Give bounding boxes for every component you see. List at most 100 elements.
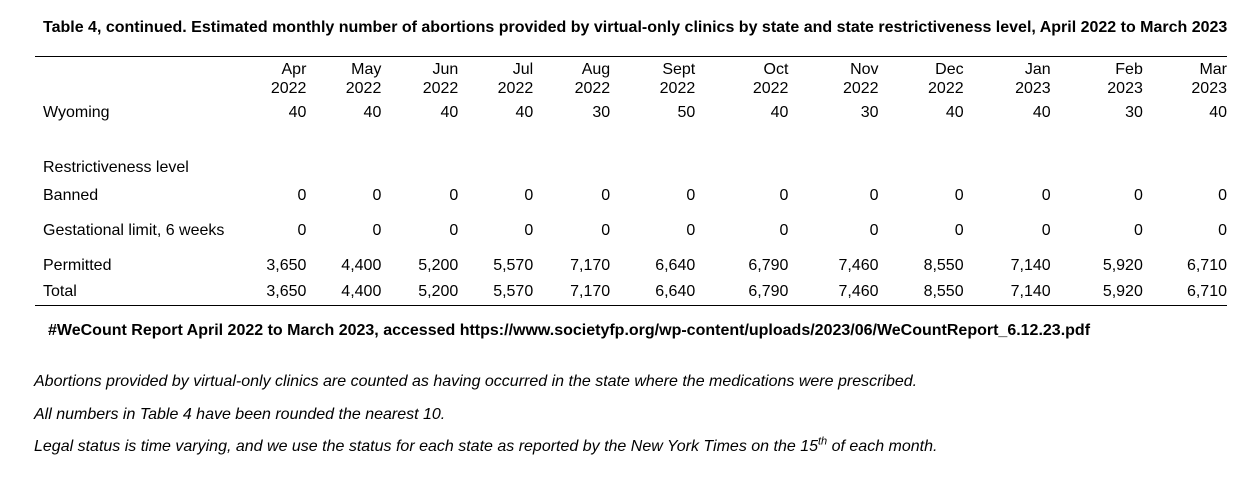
spacer-row — [35, 128, 1227, 152]
table-cell: 0 — [601, 221, 611, 239]
column-header: Jul 2022 — [458, 60, 534, 98]
column-year: 2023 — [1191, 80, 1227, 97]
section-row: Restrictiveness level — [35, 152, 1227, 183]
table-cell: 40 — [363, 104, 382, 121]
table-cell: 40 — [288, 104, 307, 121]
table-bottom-rule — [35, 305, 1227, 306]
table-cell: 6,790 — [748, 283, 789, 300]
column-month: Jun — [432, 61, 459, 78]
table-cell: 0 — [372, 221, 382, 239]
table-cell: 3,650 — [266, 256, 307, 274]
column-year: 2022 — [422, 80, 459, 97]
table-cell: 0 — [297, 186, 307, 204]
column-month: Nov — [850, 61, 879, 78]
column-month: Jul — [512, 61, 534, 78]
table-cell: 0 — [372, 186, 382, 204]
column-header: Feb 2023 — [1051, 60, 1143, 98]
header-blank — [35, 60, 238, 98]
table-row-wyoming: Wyoming 40 40 40 40 30 50 40 30 40 40 30 40 — [35, 98, 1227, 128]
table-cell: 5,200 — [418, 256, 459, 274]
table-cell: 3,650 — [266, 283, 307, 300]
column-year: 2022 — [574, 80, 611, 97]
table-cell: 5,920 — [1102, 283, 1143, 300]
table-cell: 0 — [449, 186, 459, 204]
table-row-gestational: Gestational limit, 6 weeks 0 0 0 0 0 0 0 0 0 0 0 0 — [35, 208, 1227, 253]
table-cell: 5,570 — [493, 256, 534, 274]
column-month: Jan — [1024, 61, 1051, 78]
table-cell: 30 — [1125, 104, 1143, 121]
table-cell: 40 — [1032, 104, 1051, 121]
table-cell: 0 — [869, 221, 879, 239]
column-month: Dec — [935, 61, 964, 78]
table-cell: 4,400 — [341, 283, 382, 300]
table-row-permitted: Permitted 3,650 4,400 5,200 5,570 7,170 6,640… — [35, 253, 1227, 278]
column-month: Feb — [1115, 61, 1143, 78]
row-label: Gestational limit, 6 weeks — [43, 222, 225, 239]
column-year: 2022 — [928, 80, 964, 97]
row-label: Total — [43, 283, 77, 300]
column-year: 2022 — [345, 80, 382, 97]
table-cell: 4,400 — [341, 256, 382, 274]
abortions-table: Apr 2022 May 2022 Jun 2022 Jul 2022 Aug 2022 Sept 2… — [35, 60, 1227, 306]
table-cell: 0 — [1041, 186, 1051, 204]
column-year: 2022 — [270, 80, 307, 97]
table-cell: 40 — [945, 104, 964, 121]
column-month: Sept — [662, 61, 696, 78]
column-header: Nov 2022 — [788, 60, 879, 98]
column-year: 2023 — [1015, 80, 1051, 97]
column-header: Sept 2022 — [610, 60, 696, 98]
column-header: Jan 2023 — [964, 60, 1051, 98]
table-cell: 8,550 — [923, 256, 964, 274]
column-header: Oct 2022 — [695, 60, 789, 98]
table-top-rule — [35, 56, 1227, 57]
table-cell: 0 — [869, 186, 879, 204]
table-cell: 40 — [1209, 104, 1227, 121]
column-year: 2023 — [1107, 80, 1143, 97]
column-month: May — [351, 61, 382, 78]
column-month: Apr — [281, 61, 307, 78]
row-label: Wyoming — [43, 104, 110, 121]
table-cell: 40 — [770, 104, 789, 121]
table-cell: 0 — [449, 221, 459, 239]
table-cell: 7,140 — [1010, 283, 1051, 300]
table-cell: 6,710 — [1186, 256, 1227, 274]
table-row-total: Total 3,650 4,400 5,200 5,570 7,170 6,640 6,79… — [35, 278, 1227, 306]
table-cell: 5,200 — [418, 283, 459, 300]
table-cell: 30 — [592, 104, 611, 121]
column-month: Mar — [1199, 61, 1227, 78]
column-month: Oct — [763, 61, 789, 78]
table-cell: 6,640 — [655, 256, 696, 274]
table-cell: 7,170 — [570, 256, 611, 274]
table-cell: 5,920 — [1102, 256, 1143, 274]
column-header: Apr 2022 — [238, 60, 307, 98]
column-header: Mar 2023 — [1143, 60, 1227, 98]
table-cell: 0 — [1218, 186, 1227, 204]
table-cell: 7,460 — [838, 256, 879, 274]
table-cell: 50 — [677, 104, 696, 121]
column-month: Aug — [581, 61, 611, 78]
table-cell: 0 — [1218, 221, 1227, 239]
table-cell: 40 — [440, 104, 459, 121]
table-cell: 5,570 — [493, 283, 534, 300]
table-cell: 7,170 — [570, 283, 611, 300]
table-cell: 6,790 — [748, 256, 789, 274]
column-header: May 2022 — [306, 60, 382, 98]
column-year: 2022 — [752, 80, 789, 97]
table-cell: 7,460 — [838, 283, 879, 300]
table-cell: 0 — [954, 186, 964, 204]
column-year: 2022 — [842, 80, 879, 97]
column-year: 2022 — [659, 80, 696, 97]
table-cell: 8,550 — [923, 283, 964, 300]
table-cell: 0 — [524, 221, 534, 239]
column-header: Aug 2022 — [533, 60, 611, 98]
table-cell: 0 — [1041, 221, 1051, 239]
row-label: Permitted — [43, 256, 112, 274]
table-cell: 0 — [954, 221, 964, 239]
footnote-text: of each month. — [827, 438, 938, 455]
table-cell: 0 — [1133, 221, 1143, 239]
footnote-text: Legal status is time varying, and we use… — [34, 438, 818, 455]
table-row-banned: Banned 0 0 0 0 0 0 0 0 0 0 0 0 — [35, 183, 1227, 208]
table-cell: 0 — [686, 186, 696, 204]
table-cell: 0 — [686, 221, 696, 239]
table-cell: 40 — [515, 104, 534, 121]
